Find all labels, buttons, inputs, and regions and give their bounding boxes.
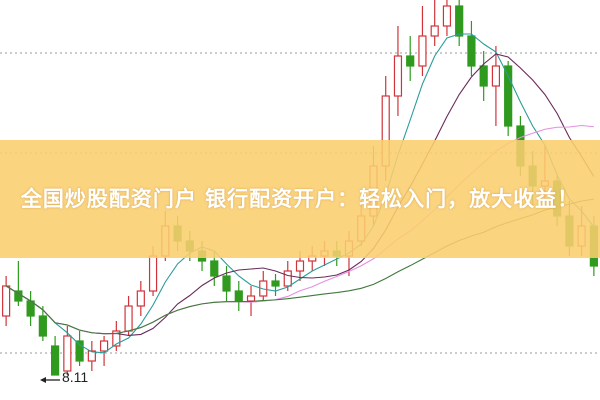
candle-body bbox=[75, 340, 84, 362]
candle bbox=[504, 61, 513, 136]
candle-body bbox=[2, 285, 11, 317]
candle bbox=[112, 321, 121, 351]
candle-body bbox=[455, 5, 464, 37]
candle-body bbox=[112, 330, 121, 347]
candle-body bbox=[406, 55, 415, 67]
candle bbox=[2, 276, 11, 326]
candle bbox=[136, 281, 145, 316]
candle-body bbox=[246, 295, 256, 302]
candle-body bbox=[148, 255, 158, 292]
low-price-label: 8.11 bbox=[62, 369, 89, 385]
candle bbox=[430, 0, 439, 46]
candle-body bbox=[210, 260, 219, 277]
candle-body bbox=[51, 345, 60, 376]
candle-body bbox=[234, 290, 243, 302]
candle-body bbox=[222, 275, 231, 292]
candle-body bbox=[136, 290, 145, 307]
candle-body bbox=[99, 340, 109, 352]
candle bbox=[63, 326, 72, 375]
candle-body bbox=[491, 65, 501, 87]
candle bbox=[455, 0, 464, 46]
candle-body bbox=[283, 270, 292, 287]
candle bbox=[467, 21, 476, 76]
candle bbox=[234, 281, 243, 311]
candle bbox=[406, 36, 415, 81]
candle-body bbox=[467, 35, 476, 67]
candle-body bbox=[63, 335, 72, 372]
promo-banner[interactable]: 全国炒股配资门户 银行配资开户：轻松入门，放大收益！ bbox=[0, 140, 600, 258]
candle bbox=[75, 331, 84, 366]
candle bbox=[26, 291, 35, 326]
candle bbox=[479, 51, 488, 101]
candle-body bbox=[295, 260, 305, 272]
candle bbox=[418, 6, 427, 76]
candle bbox=[99, 336, 109, 366]
candle bbox=[491, 46, 501, 126]
candle bbox=[271, 274, 280, 296]
candle-body bbox=[124, 305, 133, 332]
candle-body bbox=[504, 65, 513, 127]
candle-body bbox=[442, 5, 452, 27]
candle bbox=[442, 0, 452, 36]
candle bbox=[14, 261, 23, 306]
ma5-line bbox=[5, 33, 595, 354]
candle-body bbox=[271, 280, 280, 287]
candle bbox=[259, 271, 268, 301]
banner-text: 全国炒股配资门户 银行配资开户：轻松入门，放大收益！ bbox=[20, 187, 580, 211]
candle-body bbox=[430, 25, 439, 37]
candle bbox=[87, 341, 96, 371]
candle bbox=[393, 26, 403, 116]
candle bbox=[38, 306, 47, 341]
candle-body bbox=[479, 65, 488, 87]
candle-body bbox=[38, 315, 47, 337]
candle bbox=[222, 266, 231, 301]
candle bbox=[51, 336, 60, 376]
low-arrow bbox=[40, 377, 60, 383]
candle-body bbox=[87, 350, 96, 362]
candle-body bbox=[393, 55, 403, 97]
candle-body bbox=[418, 35, 427, 67]
